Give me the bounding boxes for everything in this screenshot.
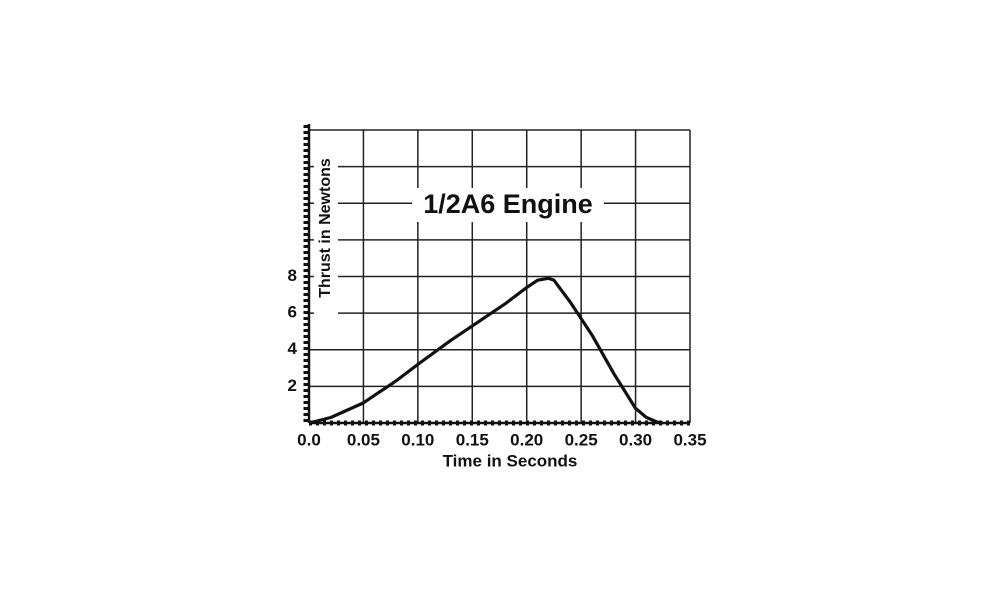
x-tick-label: 0.10 xyxy=(401,430,434,449)
thrust-curve xyxy=(308,276,664,425)
title-background xyxy=(412,188,604,222)
x-tick-label: 0.25 xyxy=(565,430,598,449)
y-axis-label: Thrust in Newtons xyxy=(317,158,334,298)
x-tick-label: 0.20 xyxy=(510,430,543,449)
y-label-background xyxy=(314,140,338,316)
x-tick-label: 0.35 xyxy=(673,430,706,449)
y-tick-label: 2 xyxy=(288,376,297,395)
x-tick-label: 0.30 xyxy=(619,430,652,449)
y-tick-label: 6 xyxy=(288,303,297,322)
y-tick-label: 4 xyxy=(288,339,298,358)
x-tick-label: 0.15 xyxy=(456,430,489,449)
x-axis-label: Time in Seconds xyxy=(443,451,578,470)
x-tick-label: 0.0 xyxy=(297,430,321,449)
chart-title: 1/2A6 Engine xyxy=(423,189,593,219)
y-tick-label: 8 xyxy=(288,266,297,285)
x-tick-label: 0.05 xyxy=(347,430,380,449)
